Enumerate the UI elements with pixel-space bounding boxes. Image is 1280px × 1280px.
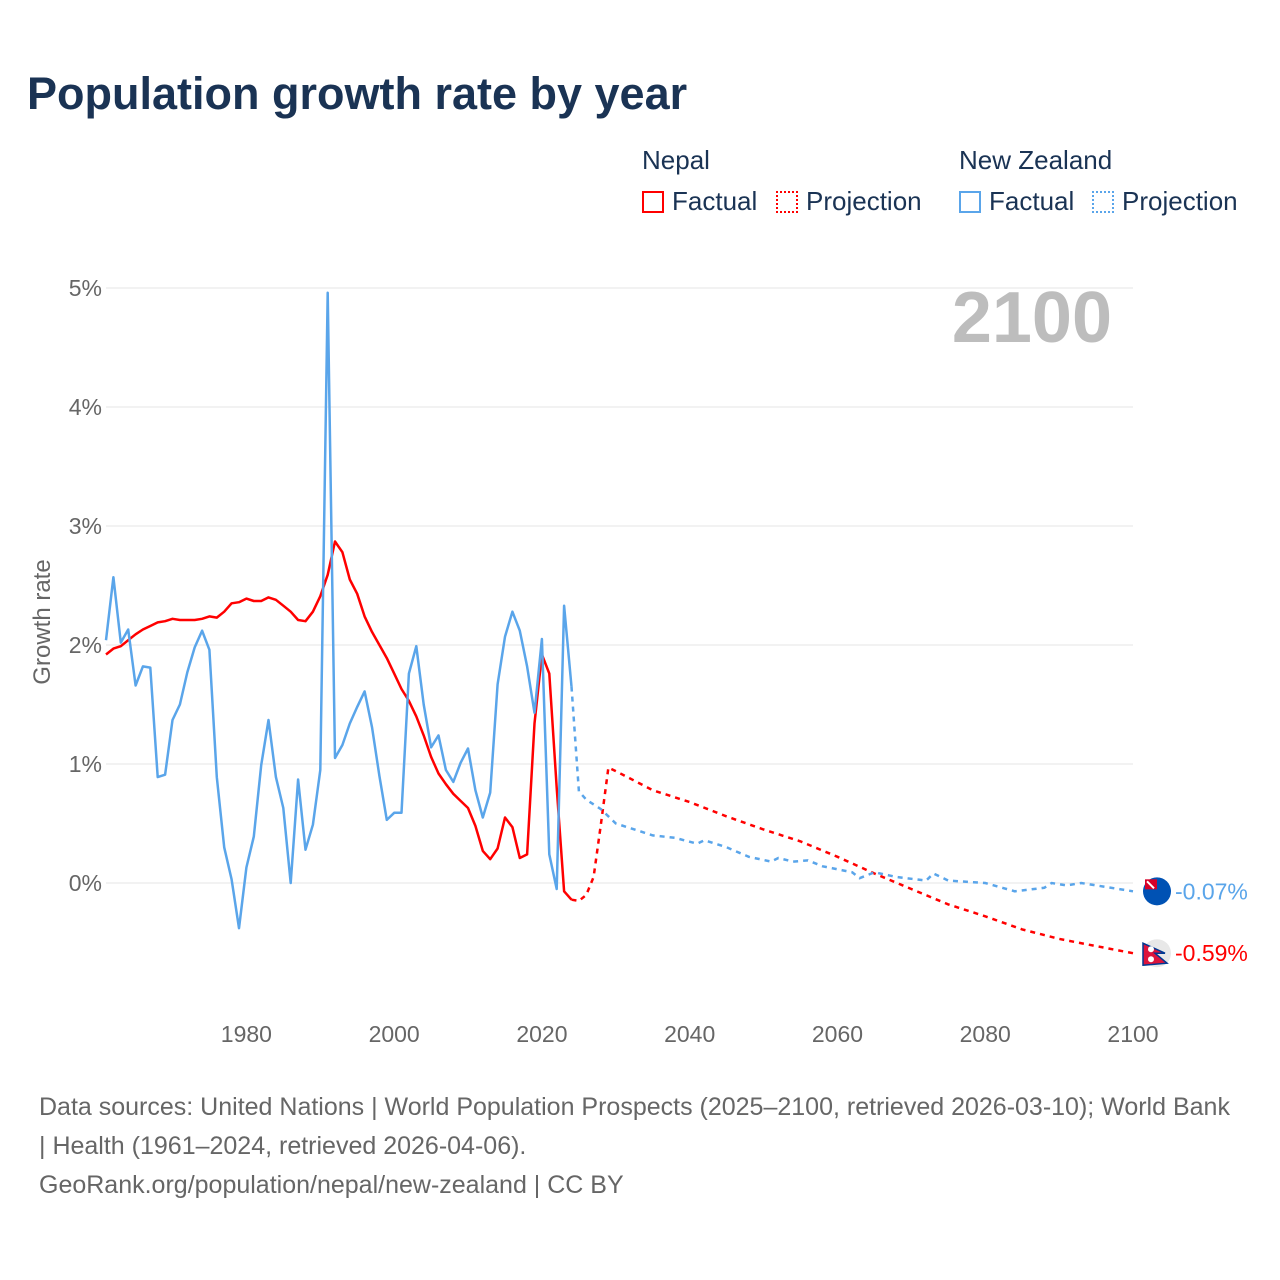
nepal-factual-line [105, 540, 573, 901]
new-zealand-factual-line [104, 291, 573, 930]
nepal-projection-line [571, 765, 1134, 955]
nepal-end-label: -0.59% [1175, 940, 1248, 966]
legend-label: Projection [806, 186, 922, 216]
new-zealand-end-label: -0.07% [1175, 878, 1248, 904]
legend-nepal-factual[interactable]: Factual [642, 186, 757, 217]
legend-swatch-dotted [776, 190, 798, 213]
credit-link[interactable]: GeoRank.org/population/nepal/new-zealand… [39, 1171, 624, 1199]
y-tick-label: 5% [69, 275, 102, 301]
legend-nz-factual[interactable]: Factual [959, 186, 1074, 217]
y-tick-label: 1% [69, 751, 102, 777]
x-tick-label: 2040 [664, 1021, 715, 1047]
y-tick-label: 4% [69, 394, 102, 420]
legend-group-new-zealand: New Zealand [959, 145, 1113, 175]
footer: Data sources: United Nations | World Pop… [39, 1088, 1239, 1205]
x-tick-label: 2100 [1107, 1021, 1158, 1047]
legend-swatch-solid [959, 190, 981, 213]
legend-label: Factual [672, 186, 758, 216]
year-watermark: 2100 [952, 278, 1112, 358]
new-zealand-flag-icon [1143, 877, 1171, 906]
x-tick-label: 2060 [812, 1021, 863, 1047]
y-tick-label: 2% [69, 632, 102, 658]
new-zealand-projection-line [570, 686, 1134, 893]
legend-label: Factual [989, 186, 1075, 216]
x-tick-label: 1980 [221, 1021, 272, 1047]
y-tick-label: 3% [69, 513, 102, 539]
legend-group-nepal: Nepal [642, 145, 710, 175]
legend-nz-projection[interactable]: Projection [1092, 186, 1238, 217]
legend-swatch-solid [642, 190, 664, 213]
chart-title: Population growth rate by year [27, 68, 688, 119]
legend-nepal-projection[interactable]: Projection [776, 186, 922, 217]
data-sources: Data sources: United Nations | World Pop… [39, 1093, 1230, 1160]
nepal-flag-icon [1142, 939, 1171, 968]
x-tick-label: 2080 [960, 1021, 1011, 1047]
y-tick-label: 0% [69, 870, 102, 896]
x-tick-label: 2020 [516, 1021, 567, 1047]
legend-swatch-dotted [1092, 190, 1114, 213]
legend-label: Projection [1122, 186, 1238, 216]
y-axis-label: Growth rate [29, 559, 56, 684]
x-tick-label: 2000 [369, 1021, 420, 1047]
